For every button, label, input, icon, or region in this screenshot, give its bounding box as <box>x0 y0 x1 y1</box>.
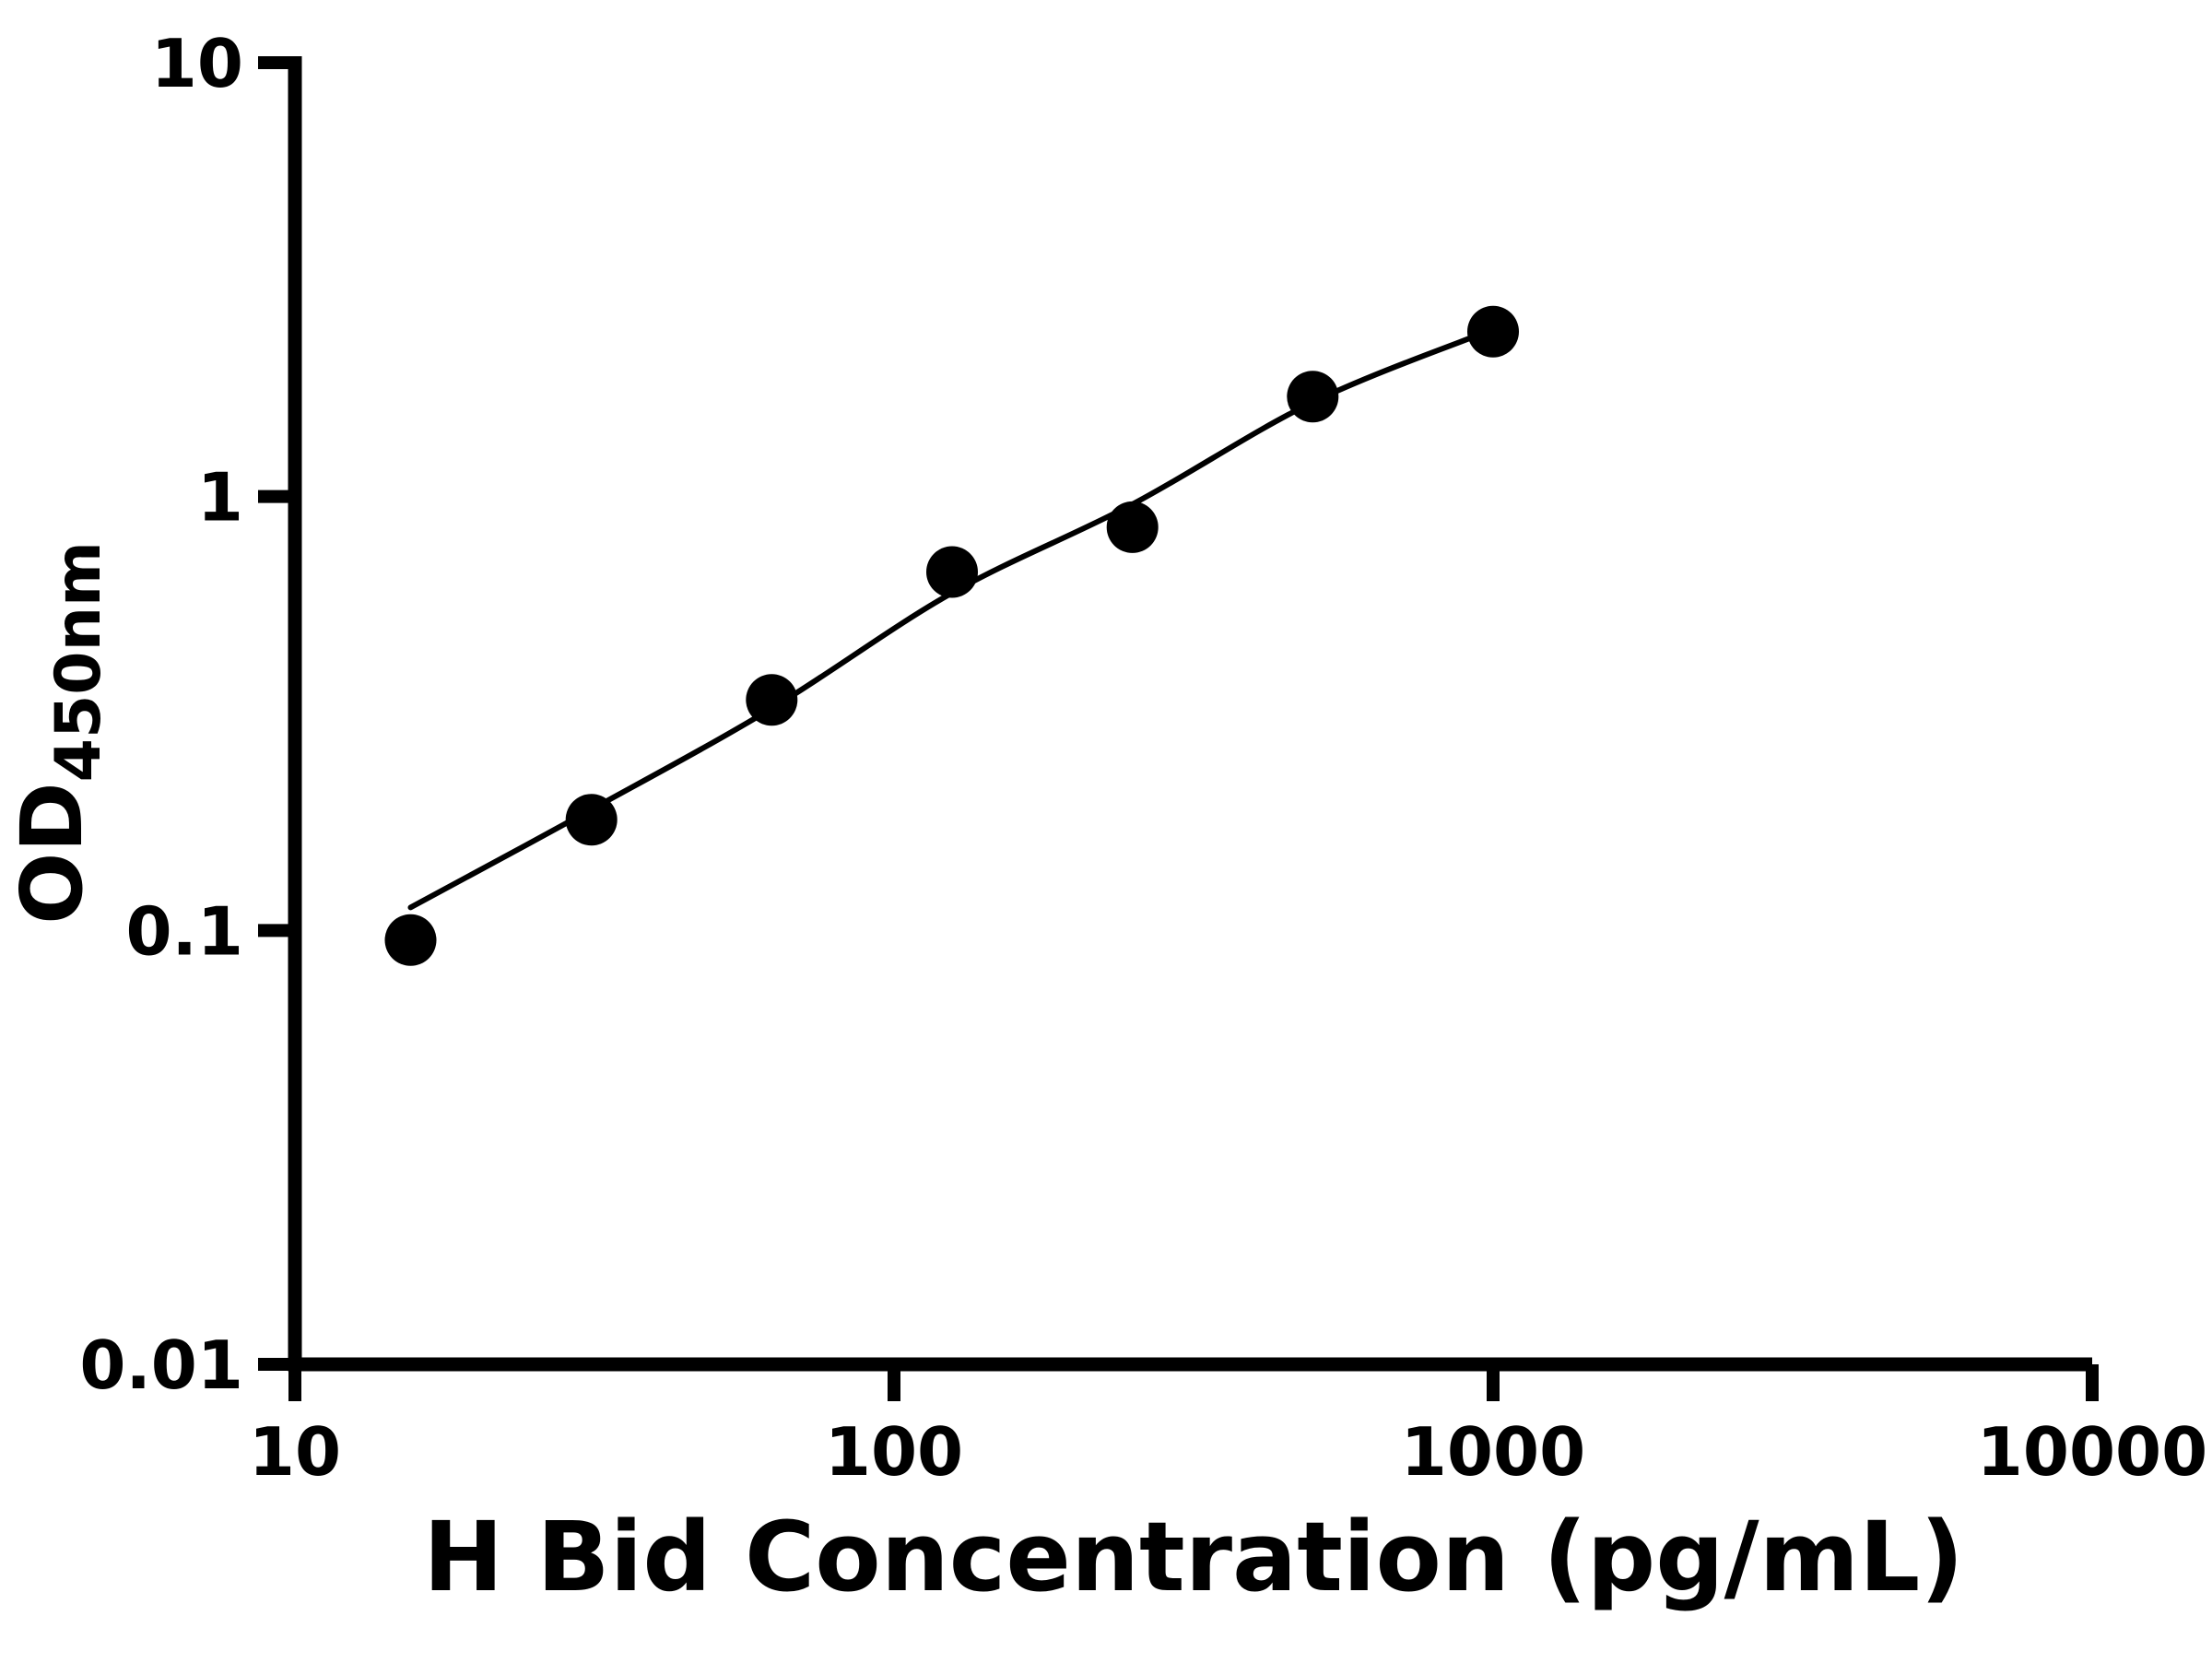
y-tick-label: 0.1 <box>125 892 243 970</box>
x-tick-label: 10 <box>249 1413 341 1491</box>
data-point <box>1467 305 1519 358</box>
y-axis-title: OD450nm <box>3 541 115 925</box>
data-point <box>746 674 798 726</box>
y-tick-label: 1 <box>197 459 243 537</box>
data-point <box>1287 371 1339 423</box>
x-tick-label: 10000 <box>1977 1413 2208 1491</box>
axis-lines <box>288 56 2092 1372</box>
axis-ticks: 10 100 1000 10000 0.01 0.1 1 10 <box>79 25 2207 1491</box>
y-tick-label: 10 <box>151 25 243 102</box>
data-point <box>1106 501 1159 553</box>
data-point <box>926 546 978 598</box>
x-axis-title: H Bid Concentration (pg/mL) <box>423 1501 1964 1613</box>
data-point <box>565 794 618 846</box>
y-tick-label: 0.01 <box>79 1327 243 1404</box>
y-axis-title-subscript: 450nm <box>42 541 115 782</box>
x-tick-label: 100 <box>825 1413 963 1491</box>
data-point <box>384 914 437 966</box>
plot-area <box>384 305 1519 966</box>
y-axis-title-main: OD <box>3 782 101 925</box>
x-tick-label: 1000 <box>1401 1413 1585 1491</box>
